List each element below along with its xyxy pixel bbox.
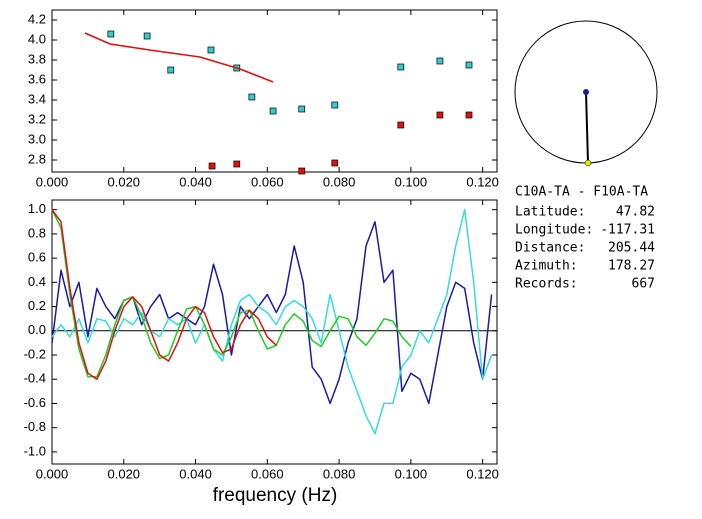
info-title: C10A-TA - F10A-TA (515, 185, 648, 200)
x-tick-label: 0.020 (108, 466, 141, 481)
info-value: 178.27 (608, 259, 655, 274)
data-point (465, 61, 473, 69)
info-key: Latitude: (515, 205, 585, 220)
data-point (207, 46, 215, 54)
y-tick-label: 4.0 (28, 31, 46, 46)
data-point (143, 32, 151, 40)
y-tick-label: -0.4 (24, 371, 46, 386)
x-tick-label: 0.060 (251, 466, 284, 481)
series-line (51, 221, 493, 405)
data-point (107, 30, 115, 38)
y-tick-label: 4.2 (28, 11, 46, 26)
data-point (436, 57, 444, 65)
x-axis-label: frequency (Hz) (213, 485, 338, 506)
y-tick-label: 0.0 (28, 322, 46, 337)
plot: 1.0 0.8 0.6 0.4 0.2 0.0 -0.2 -0.4 -0.6 -0.8 -1.0 0.… (24, 199, 499, 481)
y-tick-label: 0.4 (28, 274, 46, 289)
x-tick-label: 0.000 (36, 466, 69, 481)
data-point (465, 111, 473, 119)
azimuth-line (585, 91, 589, 164)
data-point (167, 66, 175, 74)
info-value: -117.31 (600, 223, 655, 238)
x-tick-label: 0.060 (251, 174, 284, 189)
polar-diagram (514, 20, 658, 167)
y-tick-label: -0.6 (24, 395, 46, 410)
x-tick-label: 0.040 (179, 174, 212, 189)
data-point (436, 111, 444, 119)
y-tick-label: 3.8 (28, 51, 46, 66)
y-tick-label: 0.2 (28, 298, 46, 313)
y-tick-label: 3.2 (28, 111, 46, 126)
y-tick-label: -0.8 (24, 419, 46, 434)
y-tick-label: 3.0 (28, 131, 46, 146)
data-point (298, 167, 306, 175)
info-value: 47.82 (616, 205, 655, 220)
series-line (51, 208, 493, 435)
y-tick-label: 3.6 (28, 71, 46, 86)
info-value: 205.44 (608, 241, 655, 256)
y-tick-label: -0.2 (24, 346, 46, 361)
y-tick-label: 0.6 (28, 250, 46, 265)
x-tick-label: 0.100 (395, 466, 428, 481)
info-panel: C10A-TA - F10A-TA Latitude: 47.82 Longit… (515, 185, 655, 292)
data-point (208, 162, 216, 170)
info-key: Azimuth: (515, 259, 578, 274)
x-tick-label: 0.120 (466, 466, 499, 481)
data-point (397, 121, 405, 129)
x-tick-label: 0.020 (108, 174, 141, 189)
x-tick-label: 0.000 (36, 174, 69, 189)
plot-frame (51, 199, 498, 465)
series-line (51, 209, 277, 380)
x-tick-label: 0.100 (395, 174, 428, 189)
data-point (331, 101, 339, 109)
plot: 2.8 3.0 3.2 3.4 3.6 3.8 4.0 4.2 0.000 0.020 0.040 0… (28, 9, 499, 189)
plot-frame (51, 9, 498, 173)
y-tick-label: -1.0 (24, 443, 46, 458)
x-tick-label: 0.080 (323, 466, 356, 481)
y-tick-label: 1.0 (28, 201, 46, 216)
data-point (233, 160, 241, 168)
info-key: Records: (515, 277, 578, 292)
y-tick-label: 3.4 (28, 91, 46, 106)
x-tick-label: 0.120 (466, 174, 499, 189)
info-value: 667 (632, 277, 655, 292)
station-dot (584, 159, 592, 167)
data-point (298, 105, 306, 113)
data-point (331, 159, 339, 167)
y-tick-label: 0.8 (28, 225, 46, 240)
data-point (248, 93, 256, 101)
data-point (397, 63, 405, 71)
x-tick-label: 0.040 (179, 466, 212, 481)
series-line (51, 209, 412, 378)
y-tick-label: 2.8 (28, 151, 46, 166)
center-dot (583, 89, 589, 95)
fit-line (84, 32, 274, 83)
data-point (269, 107, 277, 115)
info-key: Longitude: (515, 223, 593, 238)
x-tick-label: 0.080 (323, 174, 356, 189)
info-key: Distance: (515, 241, 585, 256)
